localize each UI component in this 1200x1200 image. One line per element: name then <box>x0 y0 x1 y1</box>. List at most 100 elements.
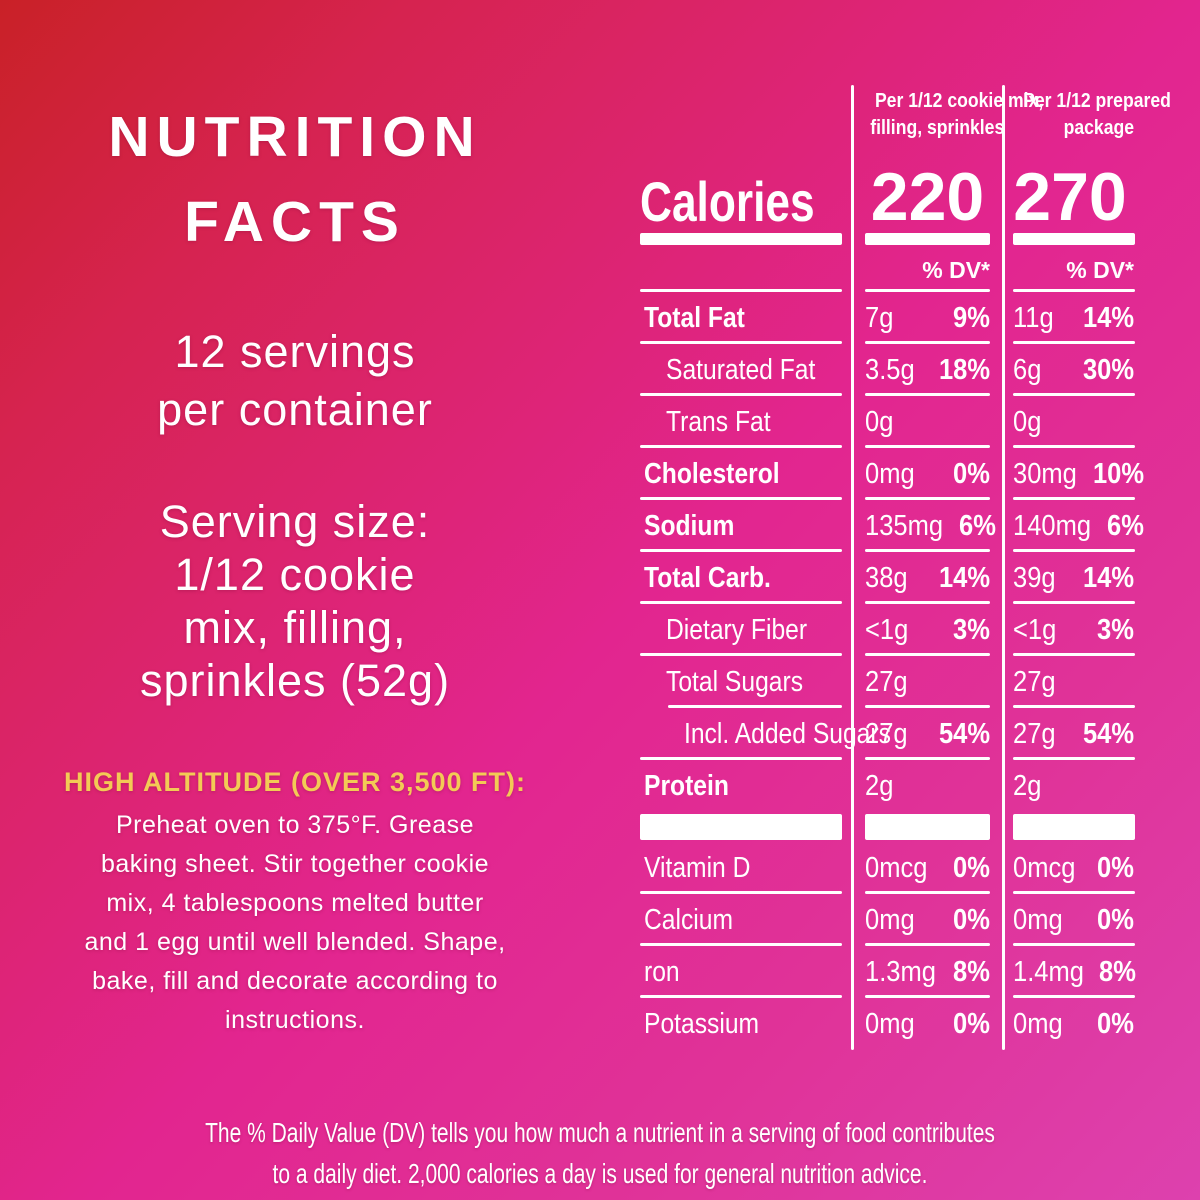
vitamin-rows: Vitamin D 0mcg 0% 0mcg 0% Calcium 0mg 0%… <box>640 842 1137 1050</box>
nutrient-values-mix: 0g <box>852 396 1003 448</box>
nutrient-amount: 0mg <box>865 1007 915 1040</box>
servings-line: per container <box>157 384 433 435</box>
nutrient-values-prepared: 0mcg 0% <box>1003 842 1137 894</box>
nutrient-row: Trans Fat 0g 0g <box>640 396 1137 448</box>
nutrient-percent: 14% <box>1082 561 1134 594</box>
footer-line: to a daily diet. 2,000 calories a day is… <box>272 1158 928 1189</box>
nutrient-values-mix: 0mcg 0% <box>852 842 1003 894</box>
instructions-line: mix, 4 tablespoons melted butter <box>106 889 484 917</box>
nutrient-amount: 0g <box>865 405 894 438</box>
nutrient-percent: 14% <box>938 561 990 594</box>
nutrient-values-prepared: 0g <box>1003 396 1137 448</box>
nutrient-amount: 1.4mg <box>1013 955 1084 988</box>
nutrient-amount: <1g <box>865 613 909 646</box>
nutrient-label: Potassium <box>644 1007 760 1040</box>
nutrient-row: Total Carb. 38g 14% 39g 14% <box>640 552 1137 604</box>
nutrient-values-prepared: 1.4mg 8% <box>1003 946 1137 998</box>
nutrient-label: Trans Fat <box>666 405 771 438</box>
left-panel: NUTRITION FACTS 12 servings per containe… <box>30 0 560 1040</box>
nutrient-row: Total Fat 7g 9% 11g 14% <box>640 292 1137 344</box>
footer-note: The % Daily Value (DV) tells you how muc… <box>0 1112 1200 1194</box>
instructions-line: baking sheet. Stir together cookie <box>100 850 490 878</box>
nutrient-percent: 54% <box>938 717 990 750</box>
nutrient-percent: 0% <box>953 1007 990 1040</box>
serving-size-line: 1/12 cookie <box>174 549 416 600</box>
column-header-line: filling, sprinkles <box>870 117 1005 139</box>
nutrient-label: Total Sugars <box>666 665 804 698</box>
nutrient-label: Vitamin D <box>644 851 751 884</box>
nutrient-percent: 8% <box>953 955 990 988</box>
nutrient-percent: 30% <box>1082 353 1134 386</box>
nutrient-amount: 27g <box>865 665 908 698</box>
nutrient-values-mix: 38g 14% <box>852 552 1003 604</box>
nutrient-amount: 7g <box>865 301 894 334</box>
nutrient-label: Cholesterol <box>644 457 780 490</box>
nutrient-values-prepared: 140mg 6% <box>1003 500 1144 552</box>
column-header-row: Per 1/12 cookie mix, filling, sprinkles … <box>640 85 1171 150</box>
serving-size-line: sprinkles (52g) <box>139 655 451 706</box>
nutrient-amount: 6g <box>1013 353 1042 386</box>
serving-size-line: mix, filling, <box>183 602 407 653</box>
instructions-line: instructions. <box>225 1006 365 1034</box>
servings-line: 12 servings <box>174 326 416 377</box>
nutrient-label: Dietary Fiber <box>666 613 808 646</box>
nutrient-percent: 0% <box>953 851 990 884</box>
nutrient-label: Protein <box>644 769 729 802</box>
nutrient-row: ron 1.3mg 8% 1.4mg 8% <box>640 946 1137 998</box>
nutrient-amount: 30mg <box>1013 457 1077 490</box>
instructions-line: and 1 egg until well blended. Shape, <box>84 928 506 956</box>
instructions-line: Preheat oven to 375°F. Grease <box>115 811 475 839</box>
nutrient-values-prepared: 2g <box>1003 760 1137 812</box>
nutrient-amount: 0mcg <box>1013 851 1076 884</box>
page-title-line: FACTS <box>184 190 406 254</box>
dv-header: % DV* <box>922 257 990 283</box>
column-divider <box>851 85 854 1050</box>
nutrient-row: Protein 2g 2g <box>640 760 1137 812</box>
nutrient-values-mix: 1.3mg 8% <box>852 946 1003 998</box>
nutrient-rows: Total Fat 7g 9% 11g 14% Saturated Fat 3.… <box>640 292 1144 812</box>
page-title: NUTRITION FACTS <box>30 95 560 265</box>
nutrient-amount: 27g <box>865 717 908 750</box>
nutrient-amount: 27g <box>1013 717 1056 750</box>
nutrient-label: ron <box>644 955 680 988</box>
nutrient-values-mix: 0mg 0% <box>852 448 1003 500</box>
column-header-line: Per 1/12 cookie mix, <box>874 90 1044 112</box>
calories-value-prepared: 270 <box>1013 159 1127 235</box>
page-title-line: NUTRITION <box>108 105 482 169</box>
nutrient-values-prepared: 39g 14% <box>1003 552 1137 604</box>
high-altitude-heading: HIGH ALTITUDE (OVER 3,500 FT): <box>63 767 527 797</box>
nutrient-percent: 8% <box>1098 955 1136 988</box>
nutrient-values-mix: 0mg 0% <box>852 894 1003 946</box>
nutrient-values-mix: 0mg 0% <box>852 998 1003 1050</box>
nutrient-amount: 3.5g <box>865 353 915 386</box>
nutrient-percent: 0% <box>1097 903 1134 936</box>
nutrient-values-prepared: <1g 3% <box>1003 604 1137 656</box>
nutrient-amount: 0mg <box>865 457 915 490</box>
nutrient-row: Sodium 135mg 6% 140mg 6% <box>640 500 1144 552</box>
nutrient-percent: 10% <box>1092 457 1144 490</box>
nutrient-amount: 1.3mg <box>865 955 936 988</box>
nutrient-label: Total Fat <box>644 301 745 334</box>
nutrient-row: Incl. Added Sugars 27g 54% 27g 54% <box>640 708 1137 760</box>
high-altitude-instructions: Preheat oven to 375°F. Grease baking she… <box>30 806 560 1040</box>
nutrient-label: Total Carb. <box>644 561 771 594</box>
nutrient-values-prepared: 27g <box>1003 656 1137 708</box>
nutrient-values-mix: 27g <box>852 656 1003 708</box>
nutrient-amount: 135mg <box>865 509 944 542</box>
nutrient-values-mix: 7g 9% <box>852 292 1003 344</box>
nutrient-amount: 0g <box>1013 405 1042 438</box>
nutrient-values-prepared: 0mg 0% <box>1003 998 1137 1050</box>
column-header-line: package <box>1063 117 1134 139</box>
nutrient-percent: 0% <box>1097 1007 1134 1040</box>
nutrient-row: Saturated Fat 3.5g 18% 6g 30% <box>640 344 1137 396</box>
nutrient-amount: 38g <box>865 561 908 594</box>
nutrient-percent: 0% <box>953 903 990 936</box>
dv-header: % DV* <box>1066 257 1134 283</box>
nutrient-amount: 39g <box>1013 561 1056 594</box>
column-divider <box>1002 85 1005 1050</box>
instructions-line: bake, fill and decorate according to <box>92 967 498 995</box>
nutrient-row: Calcium 0mg 0% 0mg 0% <box>640 894 1137 946</box>
nutrient-values-mix: 135mg 6% <box>852 500 1003 552</box>
nutrient-amount: 0mg <box>1013 903 1063 936</box>
